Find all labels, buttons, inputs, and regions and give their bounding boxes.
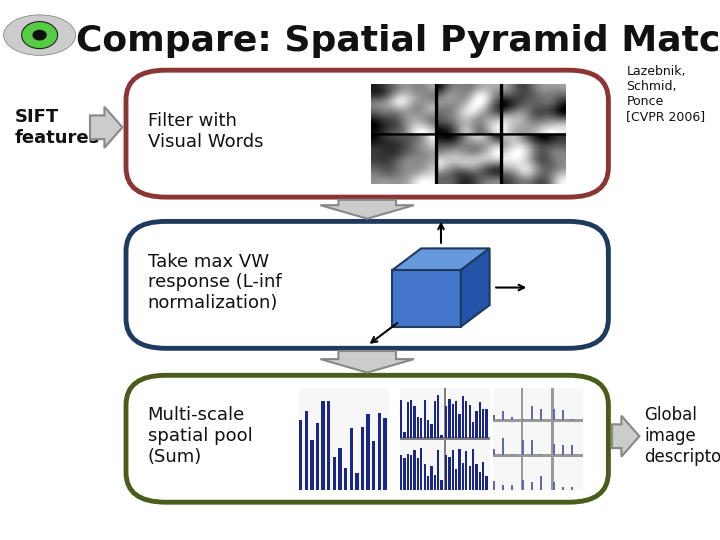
Text: Take max VW
response (L-inf
normalization): Take max VW response (L-inf normalizatio… (148, 253, 282, 312)
FancyBboxPatch shape (126, 375, 608, 502)
FancyBboxPatch shape (126, 70, 608, 197)
Circle shape (22, 22, 58, 49)
Text: Compare: Spatial Pyramid Matching: Compare: Spatial Pyramid Matching (76, 24, 720, 58)
Polygon shape (320, 200, 414, 219)
Ellipse shape (4, 15, 76, 55)
Text: Lazebnik,
Schmid,
Ponce
[CVPR 2006]: Lazebnik, Schmid, Ponce [CVPR 2006] (626, 65, 706, 123)
Text: Multi-scale
spatial pool
(Sum): Multi-scale spatial pool (Sum) (148, 407, 252, 466)
Polygon shape (612, 416, 639, 457)
Polygon shape (392, 248, 490, 270)
Polygon shape (461, 248, 490, 327)
Text: Global
image
descriptor: Global image descriptor (644, 407, 720, 466)
Polygon shape (392, 270, 461, 327)
Polygon shape (320, 351, 414, 373)
Text: SIFT
features: SIFT features (14, 108, 99, 147)
FancyBboxPatch shape (126, 221, 608, 348)
Text: Filter with
Visual Words: Filter with Visual Words (148, 112, 263, 151)
Circle shape (32, 30, 47, 40)
Polygon shape (90, 107, 122, 148)
